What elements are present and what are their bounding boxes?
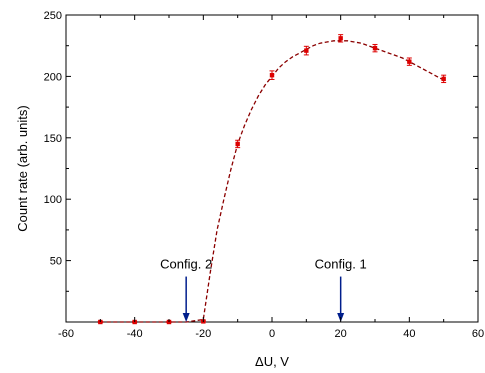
annotation-label: Config. 2	[160, 257, 212, 272]
y-axis-title: Count rate (arb. units)	[15, 105, 30, 231]
fit-curve	[100, 40, 445, 323]
data-point	[441, 74, 447, 84]
y-tick-label: 50	[50, 256, 62, 268]
data-point	[406, 57, 412, 66]
annotation-label: Config. 1	[315, 257, 367, 272]
y-tick-label: 150	[44, 133, 62, 145]
x-axis-title: ΔU, V	[255, 354, 289, 369]
point-marker	[372, 45, 378, 51]
ticks-layer: -60 -40 -20 0 20 40 60 50 100 150 200 250	[44, 10, 484, 340]
data-point	[269, 70, 275, 80]
point-marker	[304, 48, 309, 53]
plot-area	[65, 14, 479, 323]
data-points-layer	[97, 34, 447, 325]
plot-frame	[65, 14, 479, 323]
data-point	[235, 139, 241, 149]
point-marker	[407, 59, 412, 64]
x-tick-label: -40	[127, 328, 143, 340]
x-tick-label: 20	[335, 328, 347, 340]
point-marker	[338, 36, 343, 41]
data-point	[303, 45, 309, 56]
x-tick-label: -60	[58, 328, 74, 340]
point-marker	[235, 141, 240, 147]
fit-curve-layer	[100, 40, 445, 323]
annotation: Config. 2	[160, 257, 212, 322]
x-tick-label: -20	[195, 328, 211, 340]
y-tick-label: 200	[44, 71, 62, 83]
arrow-head	[182, 313, 190, 322]
data-point	[372, 43, 378, 53]
annotations-layer: Config. 2 Config. 1	[160, 257, 367, 322]
y-tick-label: 100	[44, 194, 62, 206]
y-tick-label: 250	[44, 10, 62, 22]
point-marker	[269, 72, 275, 78]
x-tick-label: 60	[472, 328, 484, 340]
point-marker	[441, 76, 446, 82]
x-tick-label: 40	[403, 328, 415, 340]
data-point	[338, 34, 344, 43]
annotation: Config. 1	[315, 257, 367, 322]
x-tick-label: 0	[269, 328, 275, 340]
